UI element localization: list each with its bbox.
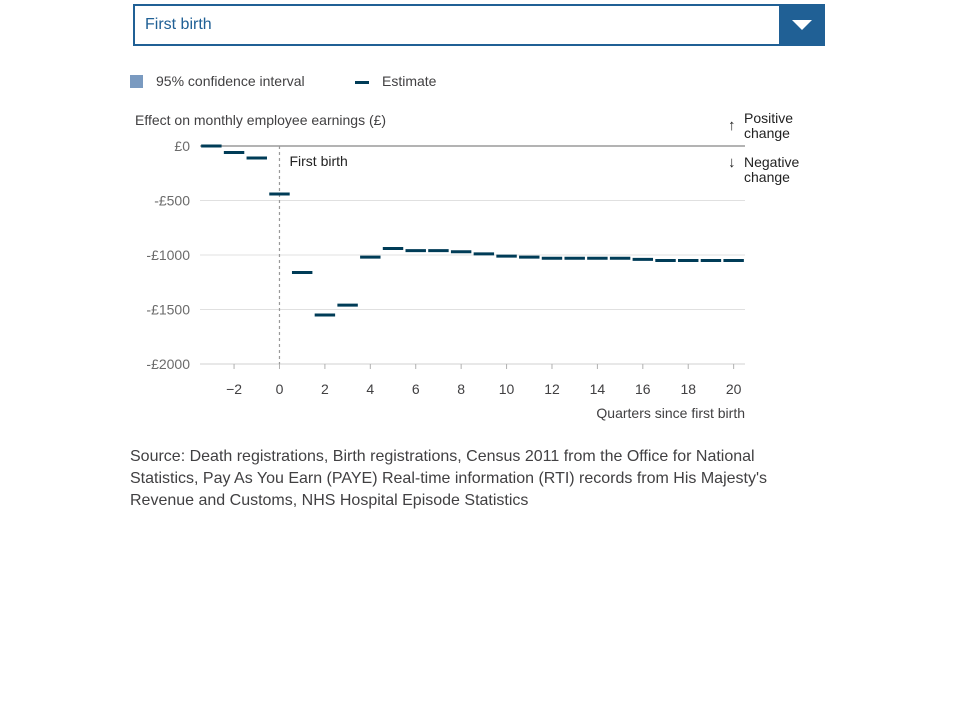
x-tick-label: 0 <box>276 381 284 397</box>
arrow-up-icon: ↑ <box>728 117 736 134</box>
y-tick-label: £0 <box>174 138 190 154</box>
x-tick-label: 12 <box>544 381 560 397</box>
positive-line1: Positive <box>744 110 794 126</box>
x-tick-label: 4 <box>366 381 374 397</box>
positive-line2: change <box>744 125 790 141</box>
negative-line1: Negative <box>744 154 800 170</box>
arrow-down-icon: ↓ <box>728 154 736 171</box>
y-tick-label: -£500 <box>154 193 190 209</box>
x-axis-title: Quarters since first birth <box>596 405 745 421</box>
first-birth-reference-label: First birth <box>289 153 347 169</box>
ci-swatch <box>130 75 143 88</box>
legend-label-estimate: Estimate <box>382 73 437 89</box>
x-tick-label: 6 <box>412 381 420 397</box>
x-tick-label: 8 <box>457 381 465 397</box>
negative-line2: change <box>744 169 790 185</box>
y-tick-label: -£2000 <box>146 356 190 372</box>
y-tick-label: -£1500 <box>146 302 190 318</box>
estimate-swatch <box>355 81 369 84</box>
x-tick-label: 20 <box>726 381 742 397</box>
x-tick-label: 18 <box>680 381 696 397</box>
y-tick-label: -£1000 <box>146 247 190 263</box>
dropdown-selected-value: First birth <box>145 16 212 33</box>
chevron-down-icon <box>792 20 812 30</box>
x-tick-label: 16 <box>635 381 651 397</box>
x-tick-label: −2 <box>226 381 242 397</box>
x-tick-label: 2 <box>321 381 329 397</box>
source-note: Source: Death registrations, Birth regis… <box>130 448 768 509</box>
y-axis-title: Effect on monthly employee earnings (£) <box>135 112 387 128</box>
chart-selector-dropdown[interactable]: First birth <box>133 4 825 46</box>
legend-label-ci: 95% confidence interval <box>156 73 305 89</box>
dropdown-toggle-button[interactable] <box>779 4 825 46</box>
x-tick-label: 14 <box>590 381 606 397</box>
x-tick-label: 10 <box>499 381 515 397</box>
